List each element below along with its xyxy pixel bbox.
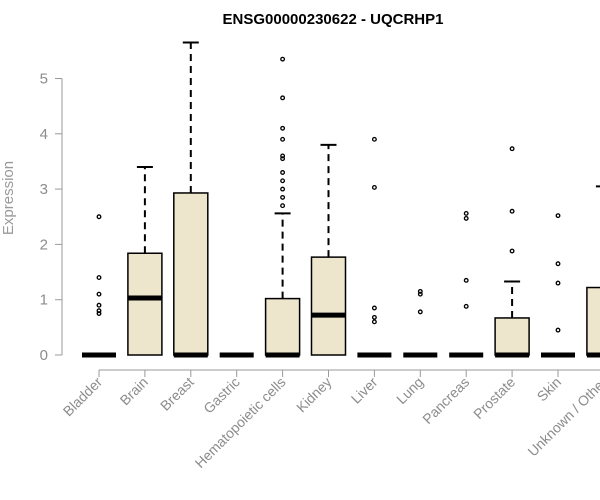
- outlier-point: [280, 56, 286, 62]
- outlier-point: [509, 248, 515, 254]
- outlier-point: [371, 305, 377, 311]
- outlier-point: [371, 314, 377, 320]
- box-kidney: [310, 143, 347, 356]
- outlier-point: [555, 327, 561, 333]
- x-tick-label: Brain: [117, 374, 151, 408]
- x-tick-label: Hematopoietic cells: [192, 374, 289, 471]
- outlier-point: [371, 136, 377, 142]
- outlier-point: [280, 136, 286, 142]
- outlier-point: [417, 309, 423, 315]
- outlier-point: [463, 303, 469, 309]
- outlier-point: [96, 275, 102, 281]
- box-pancreas: [449, 210, 484, 358]
- x-tick-label: Liver: [348, 374, 381, 407]
- outlier-point: [280, 156, 286, 162]
- box-bladder: [82, 214, 116, 358]
- y-tick-label: 5: [40, 71, 48, 88]
- outlier-point: [371, 184, 377, 190]
- outlier-point: [463, 215, 469, 221]
- outlier-point: [280, 125, 286, 131]
- outlier-point: [280, 153, 286, 159]
- box-body: [127, 252, 163, 356]
- outlier-point: [417, 291, 423, 297]
- box-body: [494, 317, 530, 356]
- outlier-point: [280, 170, 286, 175]
- y-tick-label: 1: [40, 292, 48, 309]
- box-brain: [127, 165, 163, 356]
- outlier-point: [96, 302, 102, 308]
- outlier-point: [555, 280, 561, 286]
- y-axis: 0 1 2 3 4 5: [40, 71, 63, 364]
- box-prostate: [494, 146, 530, 358]
- x-tick-label: Kidney: [293, 374, 335, 416]
- boxes: [82, 41, 600, 358]
- outlier-point: [509, 208, 515, 214]
- outlier-point: [463, 277, 469, 283]
- y-axis-label: Expression: [0, 161, 17, 235]
- box-body: [586, 286, 600, 356]
- outlier-point: [509, 146, 515, 152]
- box-body: [310, 256, 347, 356]
- x-tick-label: Bladder: [60, 374, 106, 420]
- x-tick-label: Breast: [157, 374, 197, 414]
- outlier-point: [96, 291, 102, 297]
- outlier-point: [555, 261, 561, 267]
- outlier-point: [371, 319, 377, 325]
- y-tick-label: 2: [40, 236, 48, 253]
- outlier-point: [280, 203, 286, 209]
- y-tick-label: 0: [40, 347, 48, 364]
- outlier-point: [417, 288, 423, 294]
- box-body: [173, 192, 209, 356]
- outlier-point: [96, 311, 102, 316]
- box-skin: [541, 213, 575, 358]
- box-liver: [357, 136, 392, 358]
- outlier-point: [555, 213, 561, 219]
- outlier-point: [463, 210, 469, 216]
- x-tick-label: Pancreas: [419, 374, 472, 427]
- box-lung: [403, 288, 438, 358]
- box-hematopoietic-cells: [264, 56, 301, 358]
- outlier-point: [96, 214, 102, 220]
- x-tick-label: Lung: [393, 374, 426, 407]
- y-tick-label: 4: [40, 126, 48, 143]
- x-tick-label: Gastric: [200, 374, 243, 417]
- outlier-point: [280, 194, 286, 200]
- y-tick-label: 3: [40, 181, 48, 198]
- box-unknown-other: [586, 185, 600, 358]
- outlier-point: [280, 186, 286, 192]
- box-breast: [173, 41, 209, 358]
- outlier-point: [280, 178, 286, 184]
- x-tick-label: Prostate: [470, 374, 518, 422]
- x-tick-label: Skin: [534, 374, 565, 405]
- outlier-point: [96, 308, 102, 314]
- outlier-point: [280, 95, 286, 101]
- chart-title: ENSG00000230622 - UQCRHP1: [223, 11, 444, 28]
- box-body: [264, 297, 301, 356]
